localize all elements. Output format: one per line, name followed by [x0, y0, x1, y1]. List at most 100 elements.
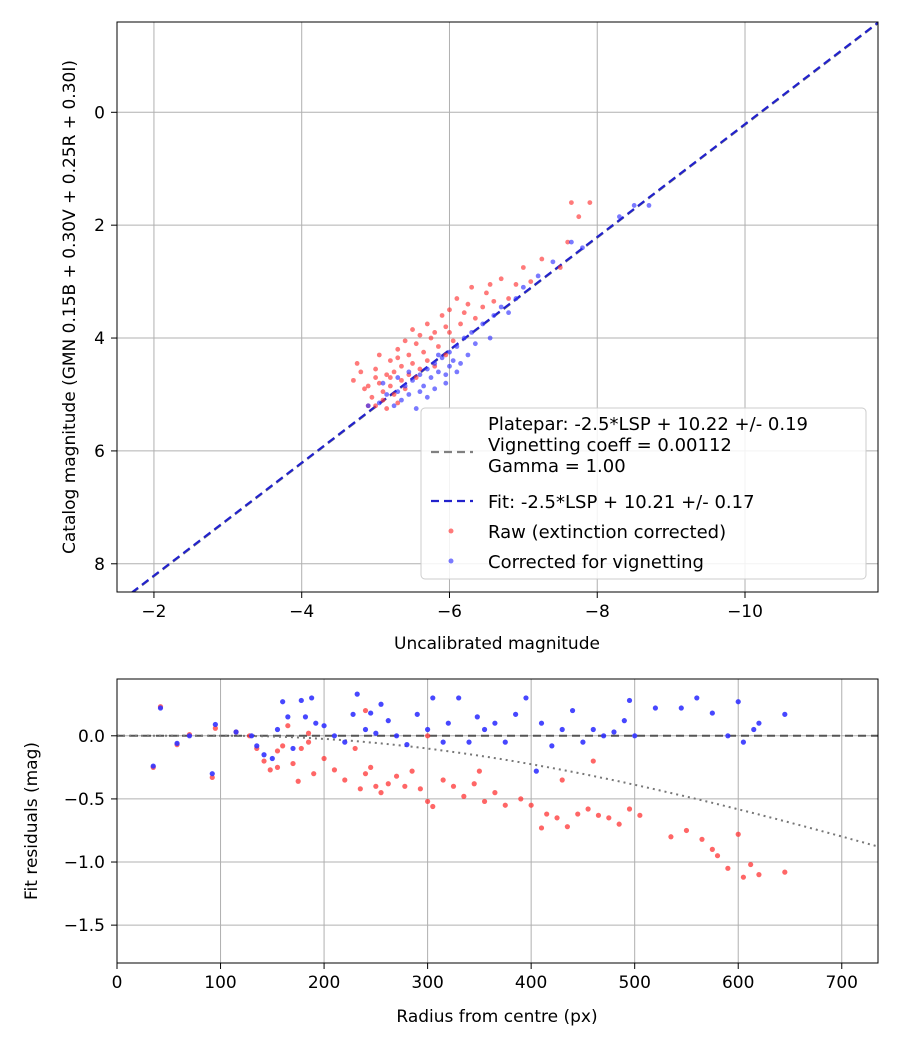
legend-raw-label: Raw (extinction corrected)	[488, 522, 726, 543]
corrected-point	[472, 341, 478, 347]
corrected-point	[520, 284, 526, 290]
raw-residual-point	[725, 865, 731, 871]
residuals-plot-frame	[116, 678, 879, 964]
corrected-residual-point	[492, 720, 498, 726]
legend-box	[420, 407, 867, 580]
raw-point	[399, 377, 404, 383]
raw-point	[461, 310, 467, 316]
raw-residual-point	[267, 767, 273, 773]
raw-point	[557, 265, 563, 270]
corrected-point	[580, 245, 585, 251]
raw-residual-point	[528, 802, 534, 808]
y-tick-label: −0.5	[64, 790, 105, 810]
corrected-point	[568, 239, 574, 245]
corrected-residual-point	[782, 711, 788, 717]
residuals-ylabel: Fit residuals (mag)	[22, 742, 42, 900]
raw-point	[443, 352, 449, 358]
corrected-residual-point	[632, 733, 638, 739]
corrected-residual-point	[393, 733, 400, 739]
corrected-point	[454, 369, 460, 375]
y-tick-label: 2	[94, 216, 105, 236]
corrected-residual-point	[440, 739, 446, 745]
raw-point	[458, 321, 463, 327]
raw-residual-point	[502, 802, 508, 808]
corrected-residual-point	[474, 714, 480, 720]
raw-residual-point	[590, 758, 596, 764]
corrected-residual-point	[425, 726, 431, 733]
corrected-point	[454, 344, 460, 349]
raw-point	[380, 389, 386, 395]
corrected-point	[646, 203, 652, 208]
raw-point	[387, 383, 393, 389]
raw-point	[373, 375, 378, 380]
raw-residual-point	[212, 725, 218, 731]
x-tick-label: 200	[308, 973, 340, 993]
raw-residual-point	[492, 790, 498, 796]
corrected-point	[399, 397, 404, 403]
corrected-point	[498, 304, 504, 310]
corrected-point	[384, 392, 390, 397]
calibration-plot-frame	[116, 21, 879, 593]
corrected-residual-point	[350, 711, 356, 717]
raw-point	[450, 338, 456, 344]
corrected-residual-point	[652, 705, 658, 711]
raw-residual-point	[409, 768, 415, 774]
raw-point	[395, 400, 401, 406]
corrected-residual-point	[601, 733, 607, 739]
raw-point	[410, 361, 415, 366]
residuals-lines	[117, 734, 878, 848]
raw-point	[351, 377, 356, 383]
legend: Platepar: -2.5*LSP + 10.22 +/- 0.19 Vigne…	[420, 407, 867, 580]
raw-residual-point	[321, 755, 327, 762]
corrected-point	[395, 389, 401, 395]
raw-residual-point	[668, 834, 674, 840]
corrected-point	[413, 406, 419, 411]
corrected-point	[450, 358, 456, 364]
corrected-residual-point	[404, 742, 410, 748]
corrected-residual-point	[756, 720, 762, 726]
corrected-residual-point	[342, 739, 348, 745]
corrected-residual-point	[298, 697, 304, 704]
corrected-point	[513, 296, 519, 301]
corrected-residual-point	[186, 733, 193, 739]
residuals-points	[150, 691, 788, 880]
corrected-residual-point	[269, 755, 275, 762]
corrected-residual-point	[678, 705, 684, 711]
raw-residual-point	[782, 869, 788, 875]
corrected-point	[439, 355, 445, 361]
corrected-residual-point	[373, 730, 379, 736]
x-tick-label: 0	[112, 973, 123, 993]
raw-residual-point	[585, 806, 591, 812]
legend-platepar-label-line: Platepar: -2.5*LSP + 10.22 +/- 0.19	[488, 414, 808, 435]
x-tick-label: −8	[585, 602, 610, 622]
corrected-point	[443, 372, 449, 378]
raw-point	[406, 352, 412, 358]
corrected-residual-point	[385, 718, 391, 724]
raw-point	[520, 265, 526, 270]
corrected-point	[631, 203, 637, 208]
raw-point	[469, 284, 475, 290]
raw-residual-point	[425, 733, 431, 739]
raw-residual-point	[209, 774, 215, 781]
corrected-point	[465, 352, 471, 358]
y-tick-label: 8	[94, 555, 105, 575]
raw-residual-point	[575, 811, 581, 817]
corrected-residual-point	[523, 695, 529, 701]
corrected-residual-point	[533, 768, 539, 774]
raw-residual-point	[559, 777, 565, 783]
raw-residual-point	[740, 874, 747, 880]
corrected-point	[491, 313, 497, 318]
raw-residual-point	[606, 815, 612, 821]
raw-point	[417, 332, 423, 338]
raw-residual-point	[305, 739, 312, 745]
raw-residual-point	[748, 861, 754, 868]
raw-point	[387, 375, 393, 380]
corrected-residual-point	[430, 695, 436, 701]
calibration-xlabel: Uncalibrated magnitude	[394, 634, 600, 654]
raw-point	[513, 282, 519, 287]
corrected-residual-point	[261, 752, 267, 758]
raw-point	[384, 406, 390, 411]
corrected-point	[480, 321, 486, 327]
